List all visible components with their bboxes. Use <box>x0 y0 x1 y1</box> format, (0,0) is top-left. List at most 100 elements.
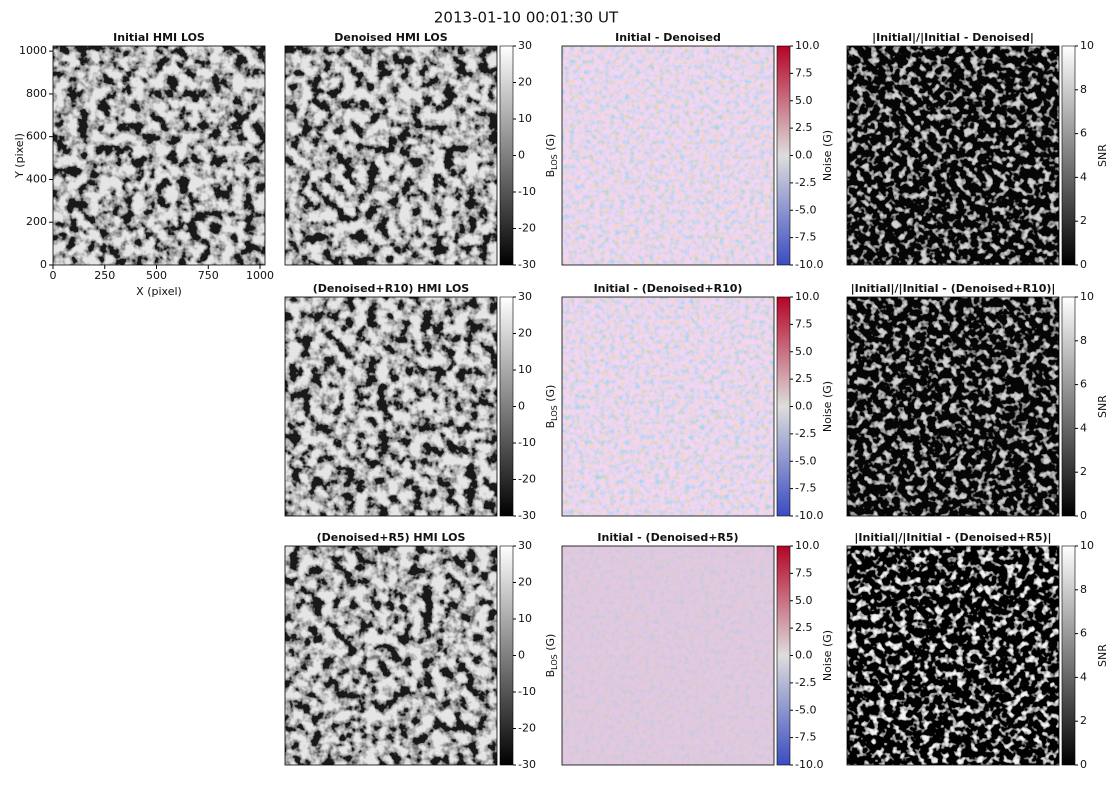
panel-title: (Denoised+R10) HMI LOS <box>313 282 470 295</box>
colorbar-label-unit: (G) <box>544 134 557 155</box>
colorbar-tick-label: -10 <box>518 185 536 198</box>
colorbar-tick-label: 0 <box>1080 258 1087 271</box>
colorbar-label-unit: (G) <box>544 385 557 406</box>
image-frame <box>284 45 498 266</box>
colorbar-tick-label: 2 <box>1080 714 1087 727</box>
colorbar-tick-label: 4 <box>1080 170 1087 183</box>
y-tick-label: 400 <box>26 172 47 185</box>
image-frame <box>846 545 1060 766</box>
colorbar-tick-label: 10.0 <box>795 290 820 303</box>
image-texture <box>562 546 774 765</box>
colorbar-tick-label: -5.0 <box>795 203 816 216</box>
colorbar-tick-label: 0.0 <box>795 149 813 162</box>
colorbar-tick-label: -20 <box>518 722 536 735</box>
colorbar-tick-label: -10 <box>518 685 536 698</box>
colorbar-tick-label: -7.5 <box>795 482 816 495</box>
colorbar-tick-label: 2 <box>1080 214 1087 227</box>
colorbar-tick-label: -30 <box>518 758 536 771</box>
colorbar-label: SNR <box>1096 395 1109 418</box>
colorbar-tick-label: 2.5 <box>795 372 813 385</box>
colorbar-tick-label: 0 <box>1080 758 1087 771</box>
colorbar-tick-label: 8 <box>1080 583 1087 596</box>
colorbar-tick-label: 5.0 <box>795 94 813 107</box>
image-texture <box>53 46 265 265</box>
colorbar-label: BLOS (G) <box>544 134 559 178</box>
colorbar-tick-label: -10 <box>518 436 536 449</box>
colorbar-label: SNR <box>1096 644 1109 667</box>
colorbar <box>1061 545 1076 766</box>
y-tick-label: 200 <box>26 215 47 228</box>
colorbar-tick-label: -10.0 <box>795 509 823 522</box>
image-frame <box>561 545 775 766</box>
colorbar-tick-label: 6 <box>1080 127 1087 140</box>
y-tick-label: 0 <box>40 258 47 271</box>
image-texture <box>847 46 1059 265</box>
x-tick-label: 750 <box>198 269 219 282</box>
panel-title: Initial - (Denoised+R5) <box>597 531 738 544</box>
colorbar <box>776 45 791 266</box>
colorbar-tick-label: 4 <box>1080 670 1087 683</box>
colorbar-tick-label: 5.0 <box>795 345 813 358</box>
image-texture <box>562 46 774 265</box>
colorbar-tick-label: 20 <box>518 327 532 340</box>
figure-title: 2013-01-10 00:01:30 UT <box>434 9 619 27</box>
colorbar-tick-label: 7.5 <box>795 66 813 79</box>
colorbar-tick-label: -5.0 <box>795 454 816 467</box>
image-texture <box>285 46 497 265</box>
image-frame <box>52 45 266 266</box>
colorbar-label-sub: LOS <box>550 405 559 421</box>
colorbar-label: Noise (G) <box>821 381 834 432</box>
colorbar-label-main: Noise (G) <box>821 130 834 181</box>
colorbar-label-main: SNR <box>1096 644 1109 667</box>
colorbar <box>499 545 514 766</box>
colorbar <box>776 545 791 766</box>
colorbar-label-sub: LOS <box>550 654 559 670</box>
colorbar-tick-label: 2.5 <box>795 621 813 634</box>
colorbar <box>776 296 791 517</box>
colorbar-tick-label: 20 <box>518 576 532 589</box>
colorbar-tick-label: 30 <box>518 39 532 52</box>
colorbar-tick-label: -20 <box>518 473 536 486</box>
colorbar-tick-label: 30 <box>518 290 532 303</box>
x-tick-label: 1000 <box>246 269 274 282</box>
colorbar-label-main: SNR <box>1096 144 1109 167</box>
colorbar-label-main: Noise (G) <box>821 381 834 432</box>
panel-title: |Initial|/|Initial - Denoised| <box>872 31 1034 44</box>
colorbar-label-main: B <box>544 170 557 178</box>
colorbar-tick-label: 6 <box>1080 627 1087 640</box>
colorbar <box>499 296 514 517</box>
colorbar-tick-label: 7.5 <box>795 317 813 330</box>
colorbar-tick-label: 20 <box>518 76 532 89</box>
panel-title: Initial - Denoised <box>615 31 721 44</box>
y-tick-label: 800 <box>26 87 47 100</box>
colorbar <box>1061 45 1076 266</box>
colorbar-label: Noise (G) <box>821 130 834 181</box>
colorbar-tick-label: 8 <box>1080 83 1087 96</box>
colorbar-tick-label: 2 <box>1080 465 1087 478</box>
image-texture <box>562 297 774 516</box>
panel-title: Initial HMI LOS <box>113 31 205 44</box>
colorbar-tick-label: -2.5 <box>795 676 816 689</box>
colorbar-tick-label: 0 <box>518 649 525 662</box>
colorbar-tick-label: 10 <box>518 112 532 125</box>
colorbar-tick-label: 10 <box>1080 539 1094 552</box>
y-axis-label: Y (pixel) <box>13 133 26 179</box>
x-axis-label: X (pixel) <box>136 285 182 298</box>
y-tick-label: 1000 <box>19 44 47 57</box>
colorbar-tick-label: 2.5 <box>795 121 813 134</box>
panel-title: Initial - (Denoised+R10) <box>594 282 743 295</box>
image-frame <box>284 545 498 766</box>
colorbar-tick-label: 0.0 <box>795 649 813 662</box>
colorbar-tick-label: -2.5 <box>795 427 816 440</box>
image-frame <box>561 296 775 517</box>
colorbar-tick-label: 4 <box>1080 421 1087 434</box>
image-texture <box>847 297 1059 516</box>
colorbar-tick-label: 6 <box>1080 378 1087 391</box>
colorbar <box>499 45 514 266</box>
panel-title: |Initial|/|Initial - (Denoised+R5)| <box>854 531 1051 544</box>
x-tick-label: 500 <box>146 269 167 282</box>
image-frame <box>284 296 498 517</box>
colorbar-label-unit: (G) <box>544 634 557 655</box>
panel-title: |Initial|/|Initial - (Denoised+R10)| <box>851 282 1056 295</box>
